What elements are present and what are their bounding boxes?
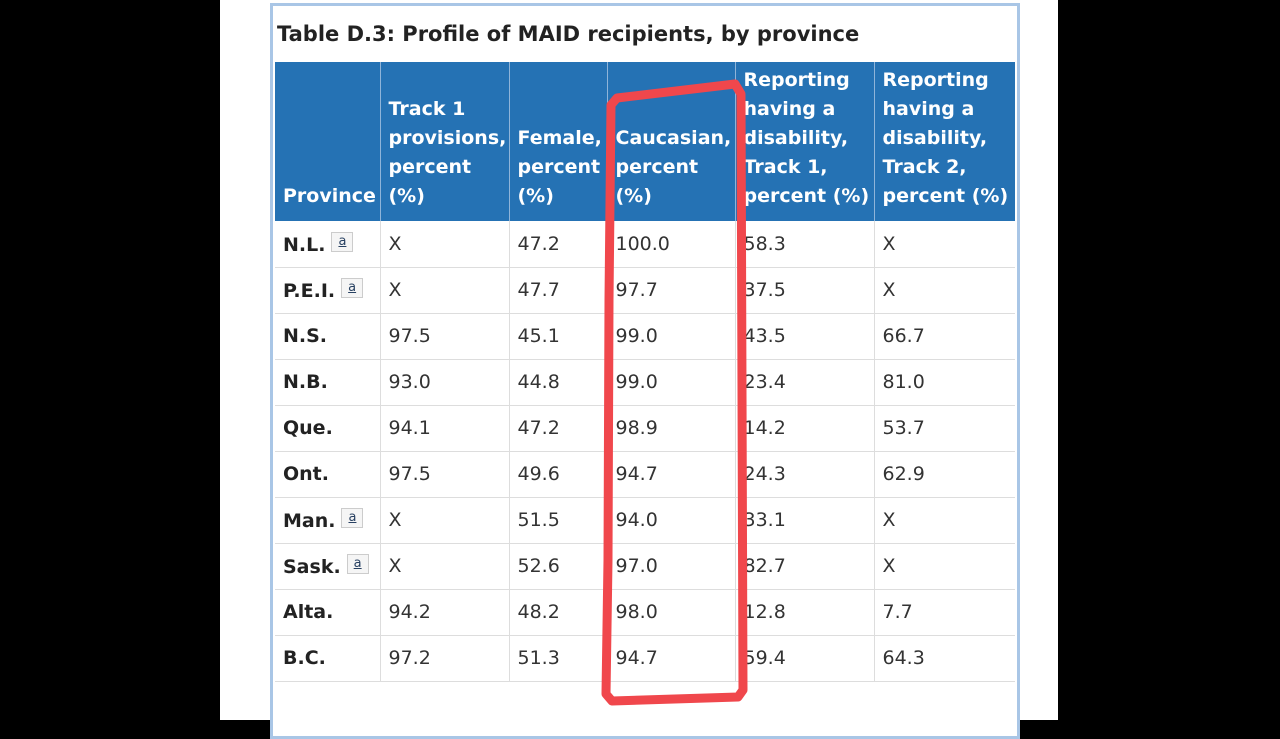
header-province: Province [275,62,381,221]
cell-caucasian: 94.7 [607,635,736,682]
cell-track1: X [380,543,510,590]
header-female: Female, percent (%) [509,62,608,221]
cell-province: Ont. [275,451,381,498]
document-page: Table D.3: Profile of MAID recipients, b… [220,0,1058,739]
province-label: N.S. [283,325,328,347]
table-caption: Table D.3: Profile of MAID recipients, b… [277,22,860,46]
cell-disability-track1: 12.8 [735,589,875,636]
cell-caucasian: 99.0 [607,359,736,406]
table-row: Que. 94.1 47.2 98.9 14.2 53.7 [275,405,1015,452]
cell-disability-track2: 66.7 [874,313,1015,360]
cell-track1: 94.2 [380,589,510,636]
table-container: Table D.3: Profile of MAID recipients, b… [270,3,1020,739]
cell-caucasian: 99.0 [607,313,736,360]
table-row: Man. a X 51.5 94.0 33.1 X [275,497,1015,544]
footnote-link[interactable]: a [341,508,364,528]
cell-caucasian: 98.0 [607,589,736,636]
cell-disability-track1: 58.3 [735,221,875,268]
cell-province: Que. [275,405,381,452]
province-label: Man. [283,510,336,532]
cell-female: 51.3 [509,635,608,682]
cell-disability-track2: X [874,267,1015,314]
cell-female: 47.2 [509,221,608,268]
header-disability-track2: Reporting having a disability, Track 2, … [874,62,1015,221]
table-row: Ont. 97.5 49.6 94.7 24.3 62.9 [275,451,1015,498]
province-label: Alta. [283,601,334,623]
cell-caucasian: 94.0 [607,497,736,544]
province-label: B.C. [283,647,326,669]
cell-disability-track2: 64.3 [874,635,1015,682]
table-row: B.C. 97.2 51.3 94.7 59.4 64.3 [275,635,1015,682]
cell-female: 49.6 [509,451,608,498]
table-row: Sask. a X 52.6 97.0 82.7 X [275,543,1015,590]
header-caucasian: Caucasian, percent (%) [607,62,736,221]
cell-disability-track2: 81.0 [874,359,1015,406]
cell-province: Sask. a [275,543,381,590]
cell-track1: X [380,267,510,314]
cell-female: 47.7 [509,267,608,314]
cell-province: Man. a [275,497,381,544]
cell-disability-track2: X [874,221,1015,268]
cell-track1: 97.5 [380,451,510,498]
cell-caucasian: 100.0 [607,221,736,268]
cell-disability-track1: 14.2 [735,405,875,452]
province-label: Ont. [283,463,329,485]
cell-female: 52.6 [509,543,608,590]
cell-disability-track1: 37.5 [735,267,875,314]
cell-disability-track1: 33.1 [735,497,875,544]
table-header-row: Province Track 1 provisions, percent (%)… [275,62,1015,221]
maid-profile-table: Province Track 1 provisions, percent (%)… [275,62,1015,682]
header-disability-track1: Reporting having a disability, Track 1, … [735,62,875,221]
footnote-link[interactable]: a [346,554,369,574]
table-row: P.E.I. a X 47.7 97.7 37.5 X [275,267,1015,314]
province-label: N.B. [283,371,328,393]
cell-track1: 97.2 [380,635,510,682]
footnote-link[interactable]: a [341,278,364,298]
cell-track1: 93.0 [380,359,510,406]
table-row: N.S. 97.5 45.1 99.0 43.5 66.7 [275,313,1015,360]
cell-female: 45.1 [509,313,608,360]
cell-caucasian: 97.7 [607,267,736,314]
cell-track1: X [380,497,510,544]
cell-track1: 97.5 [380,313,510,360]
table-row: N.L. a X 47.2 100.0 58.3 X [275,221,1015,268]
cell-caucasian: 98.9 [607,405,736,452]
cell-province: N.L. a [275,221,381,268]
cell-disability-track1: 24.3 [735,451,875,498]
cell-caucasian: 97.0 [607,543,736,590]
cell-female: 44.8 [509,359,608,406]
footnote-link[interactable]: a [331,231,354,252]
cell-caucasian: 94.7 [607,451,736,498]
province-label: Que. [283,417,333,439]
header-track1: Track 1 provisions, percent (%) [380,62,510,221]
cell-female: 47.2 [509,405,608,452]
province-label: P.E.I. [283,280,336,302]
cell-track1: 94.1 [380,405,510,452]
cell-female: 48.2 [509,589,608,636]
province-label: N.L. [283,233,326,256]
cell-province: Alta. [275,589,381,636]
cell-province: N.S. [275,313,381,360]
cell-disability-track2: X [874,543,1015,590]
cell-track1: X [380,221,510,268]
cell-disability-track1: 43.5 [735,313,875,360]
cell-female: 51.5 [509,497,608,544]
cell-disability-track1: 82.7 [735,543,875,590]
cell-province: B.C. [275,635,381,682]
cell-province: N.B. [275,359,381,406]
cell-province: P.E.I. a [275,267,381,314]
cell-disability-track2: 62.9 [874,451,1015,498]
cell-disability-track2: X [874,497,1015,544]
cell-disability-track2: 53.7 [874,405,1015,452]
table-row: Alta. 94.2 48.2 98.0 12.8 7.7 [275,589,1015,636]
table-row: N.B. 93.0 44.8 99.0 23.4 81.0 [275,359,1015,406]
cell-disability-track2: 7.7 [874,589,1015,636]
cell-disability-track1: 23.4 [735,359,875,406]
province-label: Sask. [283,556,341,578]
table-body: N.L. a X 47.2 100.0 58.3 X P.E.I. a X 47.7 97.7 37.5… [275,221,1015,682]
cell-disability-track1: 59.4 [735,635,875,682]
